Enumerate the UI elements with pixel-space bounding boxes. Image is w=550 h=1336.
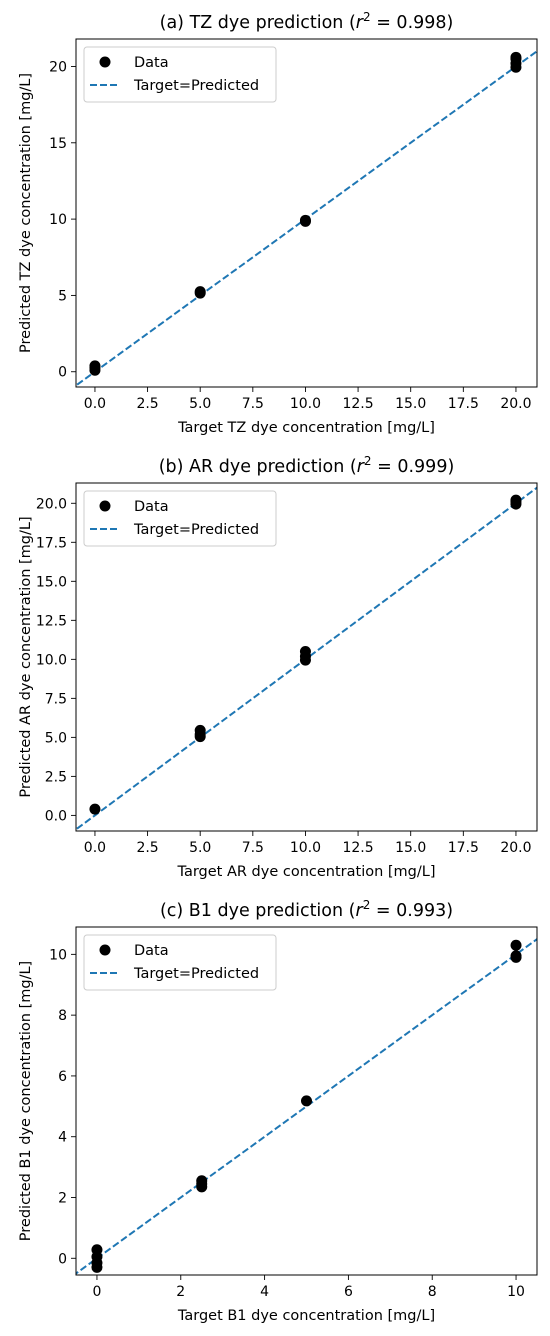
chart-3-identity-line	[76, 937, 537, 1275]
chart-3-data-point-4	[91, 1244, 103, 1256]
chart-2-x-axis-label: Target AR dye concentration [mg/L]	[176, 864, 435, 880]
chart-3-legend-data-marker	[99, 944, 111, 956]
chart-1-data-point-11	[510, 51, 522, 63]
chart-3-y-axis-label: Predicted B1 dye concentration [mg/L]	[18, 961, 34, 1241]
chart-3-y-tick-label-4: 6	[58, 1069, 67, 1085]
chart-3-y-tick-label-3: 4	[58, 1130, 67, 1146]
chart-3-x-tick-label-6: 10	[507, 1284, 525, 1300]
chart-2-x-tick-label-2: 2.5	[136, 840, 158, 856]
chart-1-legend: Data Target=Predicted	[83, 46, 277, 103]
chart-3-x-tick-label-2: 2	[176, 1284, 185, 1300]
chart-3-x-tick-label-5: 8	[428, 1284, 437, 1300]
chart-1-x-axis-label: Target TZ dye concentration [mg/L]	[177, 420, 435, 436]
chart-3-y-tick-label-2: 2	[58, 1190, 67, 1206]
chart-1-data-point-3	[89, 360, 101, 372]
chart-3-legend-line-label: Target=Predicted	[133, 966, 259, 982]
chart-2-x-tick-label-5: 10.0	[290, 840, 321, 856]
chart-1: 0.0 2.5 5.0 7.5 10.0 12.5 15.0 17.5 20.0 0 5 10 15 20…	[18, 10, 538, 436]
chart-2-y-axis-label: Predicted AR dye concentration [mg/L]	[18, 516, 34, 797]
chart-2-x-tick-label-8: 17.5	[448, 840, 479, 856]
chart-1-y-axis-label: Predicted TZ dye concentration [mg/L]	[18, 73, 34, 353]
chart-2-legend-data-label: Data	[134, 499, 169, 515]
chart-3-title: (c) B1 dye prediction (r2 = 0.993)	[160, 898, 453, 921]
chart-1-x-tick-label-3: 5.0	[189, 396, 211, 412]
chart-1-title: (a) TZ dye prediction (r2 = 0.998)	[160, 10, 454, 33]
chart-2-legend-line-label: Target=Predicted	[133, 522, 259, 538]
chart-2-x-tick-label-3: 5.0	[189, 840, 211, 856]
chart-3-x-axis-label: Target B1 dye concentration [mg/L]	[177, 1308, 435, 1324]
chart-1-legend-data-marker	[99, 56, 111, 68]
chart-2-y-tick-label-2: 2.5	[45, 769, 67, 785]
chart-1-legend-line-label: Target=Predicted	[133, 78, 259, 94]
chart-1-x-tick-label-7: 15.0	[395, 396, 426, 412]
chart-1-y-tick-label-2: 5	[58, 288, 67, 304]
chart-3-y-tick-label-5: 8	[58, 1008, 67, 1024]
chart-1-y-tick-label-1: 0	[58, 365, 67, 381]
chart-2-y-tick-label-8: 17.5	[36, 535, 67, 551]
chart-2-y-tick-label-3: 5.0	[45, 730, 67, 746]
chart-3-x-tick-label-4: 6	[344, 1284, 353, 1300]
chart-1-identity-line	[76, 49, 537, 387]
chart-1-y-tick-label-4: 15	[49, 136, 67, 152]
chart-2-x-tick-label-9: 20.0	[500, 840, 531, 856]
chart-2-data-point-1	[89, 803, 101, 815]
chart-1-x-tick-label-8: 17.5	[448, 396, 479, 412]
chart-3: 0 2 4 6 8 10 0 2 4 6 8 10 Target B1 dye concentratio…	[18, 898, 538, 1324]
chart-2-data-point-4	[194, 724, 206, 736]
chart-2-data-point-7	[299, 646, 311, 658]
chart-3-data-point-11	[510, 939, 522, 951]
chart-2-x-tick-label-6: 12.5	[342, 840, 373, 856]
chart-2-title: (b) AR dye prediction (r2 = 0.999)	[159, 454, 455, 477]
chart-2-legend-box	[83, 490, 277, 547]
chart-2-x-tick-label-4: 7.5	[242, 840, 264, 856]
chart-2-plot-frame	[75, 482, 538, 832]
chart-3-y-tick-label-1: 0	[58, 1251, 67, 1267]
chart-3-legend-box	[83, 934, 277, 991]
chart-3-legend-data-label: Data	[134, 943, 169, 959]
chart-2-identity-line	[76, 486, 537, 831]
chart-2-x-tick-label-1: 0.0	[84, 840, 106, 856]
chart-1-x-tick-label-9: 20.0	[500, 396, 531, 412]
chart-2-y-tick-label-9: 20.0	[36, 496, 67, 512]
chart-1-x-tick-label-2: 2.5	[136, 396, 158, 412]
chart-2-x-tick-label-7: 15.0	[395, 840, 426, 856]
chart-1-x-tick-label-5: 10.0	[290, 396, 321, 412]
chart-3-y-tick-label-6: 10	[49, 947, 67, 963]
chart-1-x-tick-label-1: 0.0	[84, 396, 106, 412]
chart-3-plot-frame	[75, 926, 538, 1276]
chart-1-data-point-7	[299, 214, 311, 226]
chart-3-legend: Data Target=Predicted	[83, 934, 277, 991]
chart-3-data-point-8	[301, 1095, 312, 1107]
chart-1-y-tick-label-5: 20	[49, 59, 67, 75]
chart-1-legend-box	[83, 46, 277, 103]
chart-2: 0.0 2.5 5.0 7.5 10.0 12.5 15.0 17.5 20.0 0.0 2.5 5.…	[18, 454, 538, 880]
chart-2-y-tick-label-7: 15.0	[36, 574, 67, 590]
chart-2-y-tick-label-4: 7.5	[45, 691, 67, 707]
chart-3-data-point-10	[510, 950, 522, 962]
chart-1-x-tick-label-4: 7.5	[242, 396, 264, 412]
chart-2-y-tick-label-6: 12.5	[36, 613, 67, 629]
chart-1-x-tick-label-6: 12.5	[342, 396, 373, 412]
chart-2-legend: Data Target=Predicted	[83, 490, 277, 547]
chart-2-y-tick-label-5: 10.0	[36, 652, 67, 668]
chart-1-y-tick-label-3: 10	[49, 212, 67, 228]
chart-1-legend-data-label: Data	[134, 55, 169, 71]
chart-2-y-tick-label-1: 0.0	[45, 808, 67, 824]
chart-3-x-tick-label-1: 0	[92, 1284, 101, 1300]
chart-1-data-point-5	[194, 286, 206, 298]
chart-1-plot-frame	[75, 38, 538, 388]
chart-2-legend-data-marker	[99, 500, 111, 512]
chart-3-data-point-7	[196, 1175, 208, 1187]
chart-3-x-tick-label-3: 4	[260, 1284, 269, 1300]
chart-2-data-point-10	[510, 494, 522, 506]
